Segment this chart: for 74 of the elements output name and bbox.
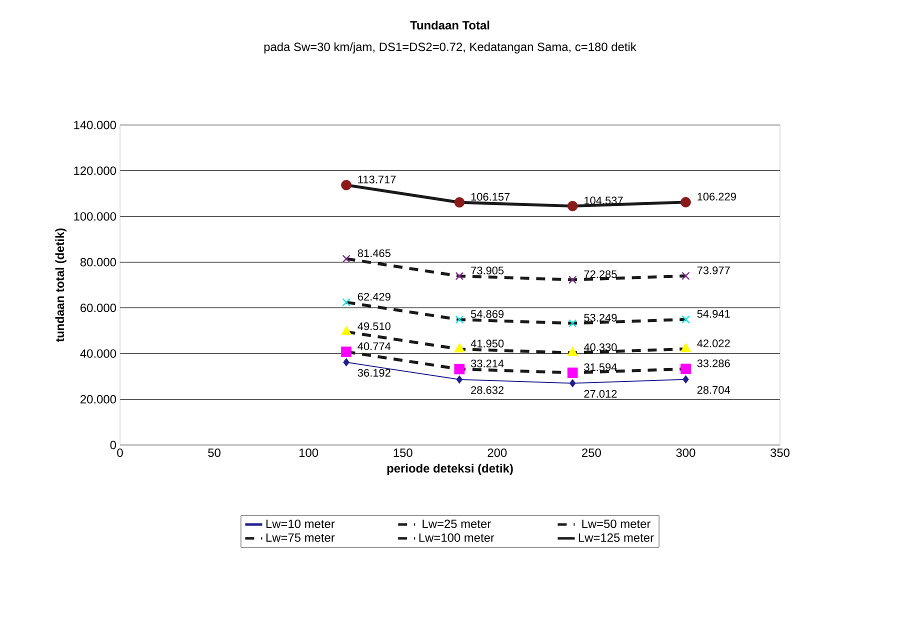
data-label: 73.905 [471, 266, 504, 274]
x-tick-label: 0 [117, 448, 123, 457]
x-tick-label: 100 [300, 448, 318, 457]
y-tick-label: 100.000 [74, 212, 116, 221]
legend-label: Lw=25 meter [422, 520, 491, 528]
data-label: 27.012 [584, 390, 617, 398]
data-label: 40.330 [584, 343, 617, 352]
data-label: 33.214 [470, 360, 504, 368]
y-tick-label: 80.000 [80, 258, 116, 266]
y-tick-label: 20.000 [80, 395, 116, 404]
x-axis-title: periode deteksi (detik) [387, 464, 513, 475]
point [567, 346, 578, 356]
chart-subtitle: pada Sw=30 km/jam, DS1=DS2=0.72, Kedatangan Sama, c=180 detik [264, 42, 636, 54]
legend-label: Lw=100 meter [419, 533, 494, 542]
data-label: 28.704 [697, 386, 730, 394]
data-label: 81.465 [358, 249, 390, 258]
legend-label: Lw=125 meter [578, 533, 654, 542]
data-label: 41.950 [470, 340, 504, 348]
point [680, 364, 691, 374]
point [454, 342, 465, 352]
data-label: 28.632 [471, 386, 504, 394]
point [343, 358, 350, 366]
point [455, 315, 464, 324]
point [454, 197, 465, 208]
y-axis-title: tundaan total (detik) [55, 228, 66, 342]
data-label: 106.157 [471, 192, 510, 201]
y-tick-label: 120.000 [74, 166, 116, 175]
data-label: 54.941 [697, 310, 730, 318]
point [340, 326, 352, 336]
data-label: 106.229 [698, 192, 736, 200]
point [342, 254, 350, 263]
data-label: 104.537 [584, 196, 623, 204]
point [568, 319, 577, 328]
data-label: 36.192 [358, 368, 390, 377]
data-label: 31.594 [584, 363, 617, 372]
data-label: 53.249 [584, 314, 617, 322]
point [341, 180, 352, 190]
point [569, 379, 576, 388]
data-label: 40.774 [358, 342, 391, 350]
legend-label: Lw=50 meter [582, 520, 650, 528]
x-tick-label: 150 [394, 448, 412, 457]
data-label: 33.286 [697, 359, 730, 368]
point [682, 375, 689, 384]
point [568, 276, 577, 284]
data-label: 72.285 [584, 270, 617, 278]
point [455, 272, 464, 280]
point [456, 375, 463, 384]
data-label: 54.869 [470, 310, 504, 318]
chart-title: Tundaan Total [410, 20, 490, 30]
y-tick-label: 140.000 [74, 120, 116, 130]
point [682, 315, 690, 324]
data-label: 49.510 [358, 322, 390, 330]
point [341, 346, 352, 357]
point [680, 197, 691, 208]
y-tick-label: 40.000 [80, 349, 116, 358]
data-label: 113.717 [358, 176, 396, 184]
x-tick-label: 200 [488, 448, 507, 457]
x-tick-label: 300 [676, 448, 696, 457]
data-label: 42.022 [697, 340, 730, 348]
legend-label: Lw=10 meter [266, 520, 335, 528]
x-tick-label: 250 [582, 448, 601, 457]
point [567, 200, 578, 212]
data-label: 62.429 [358, 292, 390, 301]
legend-label: Lw=75 meter [266, 533, 335, 542]
point [342, 298, 350, 306]
x-tick-label: 350 [770, 448, 790, 457]
point [567, 368, 578, 378]
y-tick-label: 0 [110, 440, 116, 450]
x-tick-label: 50 [208, 448, 220, 457]
point [454, 364, 465, 374]
point [680, 342, 692, 352]
point [682, 272, 690, 280]
data-label: 73.977 [697, 266, 730, 274]
y-tick-label: 60.000 [80, 304, 116, 312]
